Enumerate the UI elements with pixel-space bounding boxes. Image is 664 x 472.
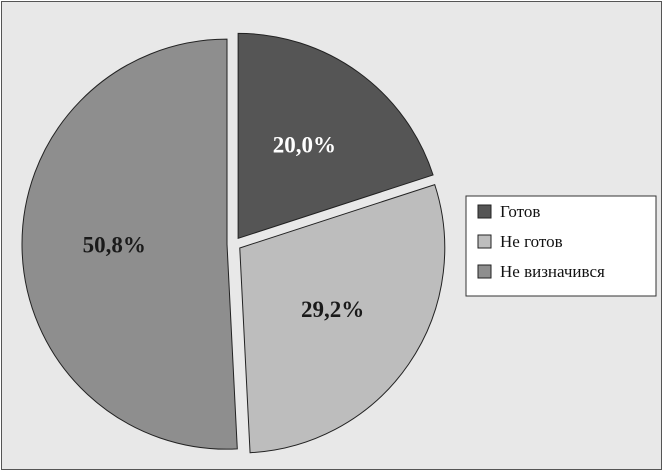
data-label: 20,0% bbox=[273, 132, 336, 157]
data-label: 50,8% bbox=[83, 232, 146, 257]
pie-slice bbox=[21, 38, 238, 450]
legend-label: Не визначився bbox=[500, 262, 605, 281]
pie-slice bbox=[237, 32, 434, 240]
legend-swatch bbox=[477, 204, 492, 219]
legend-label: Не готов bbox=[500, 232, 563, 251]
legend-swatch bbox=[477, 264, 492, 279]
data-label: 29,2% bbox=[301, 297, 364, 322]
legend-box bbox=[465, 195, 657, 297]
legend-swatch bbox=[477, 234, 492, 249]
legend-label: Готов bbox=[500, 202, 540, 221]
pie-slice bbox=[239, 183, 446, 454]
